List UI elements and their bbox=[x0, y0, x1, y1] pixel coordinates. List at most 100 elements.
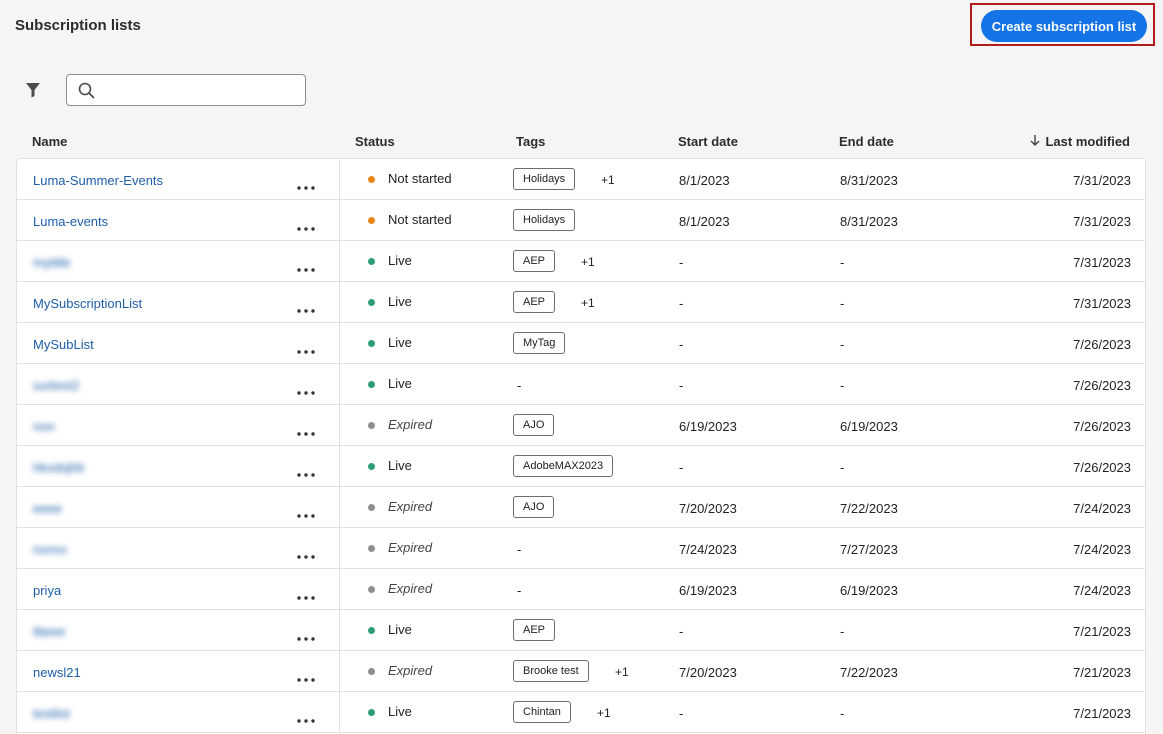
status-text: Live bbox=[388, 704, 412, 719]
column-header[interactable]: Name bbox=[32, 134, 68, 149]
end-date: 7/22/2023 bbox=[840, 665, 898, 680]
more-actions[interactable] bbox=[297, 178, 315, 193]
column-header[interactable]: Start date bbox=[678, 134, 738, 149]
end-date: 8/31/2023 bbox=[840, 173, 898, 188]
status-text: Not started bbox=[388, 212, 452, 227]
more-actions[interactable] bbox=[297, 342, 315, 357]
tag-chip: Chintan bbox=[513, 701, 571, 723]
status-text: Live bbox=[388, 294, 412, 309]
more-actions[interactable] bbox=[297, 424, 315, 439]
column-divider bbox=[339, 323, 340, 363]
column-divider bbox=[339, 159, 340, 199]
end-date: 6/19/2023 bbox=[840, 419, 898, 434]
table-row[interactable]: eeee Expired AJO 7/20/2023 7/22/2023 7/24/202… bbox=[17, 487, 1145, 528]
more-actions[interactable] bbox=[297, 301, 315, 316]
start-date: - bbox=[679, 706, 684, 721]
more-actions[interactable] bbox=[297, 219, 315, 234]
end-date: - bbox=[840, 706, 845, 721]
table-row[interactable]: hkvdsjhb Live AdobeMAX2023 - - 7/26/2023 bbox=[17, 446, 1145, 487]
table-row[interactable]: priya Expired - 6/19/2023 6/19/2023 7/24/2023 bbox=[17, 569, 1145, 610]
table-row[interactable]: mytitle Live AEP +1 - - 7/31/2023 bbox=[17, 241, 1145, 282]
tag-chip: Holidays bbox=[513, 209, 576, 231]
last-modified: 7/21/2023 bbox=[1073, 665, 1131, 680]
table-row[interactable]: MySubList Live MyTag - - 7/26/2023 bbox=[17, 323, 1145, 364]
list-name-link[interactable]: testlist bbox=[33, 706, 70, 721]
list-name-link[interactable]: MySubscriptionList bbox=[33, 296, 143, 311]
start-date: 8/1/2023 bbox=[679, 173, 730, 188]
filter-icon[interactable] bbox=[25, 82, 41, 98]
table-row[interactable]: nnn Expired AJO 6/19/2023 6/19/2023 7/26/2023 bbox=[17, 405, 1145, 446]
start-date: - bbox=[679, 460, 684, 475]
page-title: Subscription lists bbox=[15, 17, 141, 34]
status-dot bbox=[368, 381, 375, 388]
table-row[interactable]: ttteee Live AEP - - 7/21/2023 bbox=[17, 610, 1145, 651]
column-header[interactable]: Last modified bbox=[1045, 134, 1130, 149]
column-divider bbox=[339, 200, 340, 240]
list-name-link[interactable]: priya bbox=[33, 583, 62, 598]
end-date: - bbox=[840, 337, 845, 352]
start-date: - bbox=[679, 337, 684, 352]
more-actions[interactable] bbox=[297, 547, 315, 562]
list-name-link[interactable]: Luma-Summer-Events bbox=[33, 173, 164, 188]
column-header[interactable]: Tags bbox=[516, 134, 546, 149]
table-row[interactable]: testlist Live Chintan +1 - - 7/21/2023 bbox=[17, 692, 1145, 733]
more-actions[interactable] bbox=[297, 711, 315, 726]
list-name-link[interactable]: hkvdsjhb bbox=[33, 460, 85, 475]
last-modified: 7/26/2023 bbox=[1073, 460, 1131, 475]
tags-empty: - bbox=[517, 583, 522, 598]
more-actions[interactable] bbox=[297, 465, 315, 480]
list-name-link[interactable]: Luma-events bbox=[33, 214, 109, 229]
table-row[interactable]: Luma-events Not started Holidays 8/1/2023 8/… bbox=[17, 200, 1145, 241]
column-header[interactable]: Status bbox=[355, 134, 395, 149]
last-modified: 7/26/2023 bbox=[1073, 337, 1131, 352]
last-modified: 7/31/2023 bbox=[1073, 255, 1131, 270]
column-divider bbox=[339, 241, 340, 281]
list-name-link[interactable]: newsl21 bbox=[33, 665, 81, 680]
status-dot bbox=[368, 709, 375, 716]
start-date: - bbox=[679, 624, 684, 639]
status-text: Live bbox=[388, 622, 412, 637]
create-button[interactable]: Create subscription list bbox=[981, 10, 1147, 42]
start-date: 6/19/2023 bbox=[679, 419, 737, 434]
table-row[interactable]: Luma-Summer-Events Not started Holidays +1 8… bbox=[17, 159, 1145, 200]
more-actions[interactable] bbox=[297, 670, 315, 685]
more-actions[interactable] bbox=[297, 383, 315, 398]
search-field[interactable] bbox=[66, 74, 306, 106]
last-modified: 7/31/2023 bbox=[1073, 296, 1131, 311]
status-text: Expired bbox=[388, 581, 433, 596]
start-date: 7/20/2023 bbox=[679, 665, 737, 680]
table-row[interactable]: nvnvv Expired - 7/24/2023 7/27/2023 7/24/2023 bbox=[17, 528, 1145, 569]
table-row[interactable]: surtest2 Live - - - 7/26/2023 bbox=[17, 364, 1145, 405]
tag-chip: AJO bbox=[513, 414, 555, 436]
end-date: - bbox=[840, 378, 845, 393]
column-header[interactable]: End date bbox=[839, 134, 894, 149]
tags-more: +1 bbox=[581, 296, 595, 310]
list-name-link[interactable]: MySubList bbox=[33, 337, 94, 352]
list-name-link[interactable]: nvnvv bbox=[33, 542, 67, 557]
more-actions[interactable] bbox=[297, 260, 315, 275]
last-modified: 7/21/2023 bbox=[1073, 706, 1131, 721]
status-text: Live bbox=[388, 253, 412, 268]
more-actions[interactable] bbox=[297, 506, 315, 521]
start-date: - bbox=[679, 296, 684, 311]
end-date: 6/19/2023 bbox=[840, 583, 898, 598]
list-name-link[interactable]: ttteee bbox=[33, 624, 66, 639]
list-name-link[interactable]: nnn bbox=[33, 419, 55, 434]
list-name-link[interactable]: mytitle bbox=[33, 255, 71, 270]
last-modified: 7/24/2023 bbox=[1073, 501, 1131, 516]
status-dot bbox=[368, 422, 375, 429]
status-dot bbox=[368, 668, 375, 675]
column-divider bbox=[339, 610, 340, 650]
list-name-link[interactable]: surtest2 bbox=[33, 378, 80, 393]
more-actions[interactable] bbox=[297, 629, 315, 644]
end-date: - bbox=[840, 624, 845, 639]
end-date: - bbox=[840, 460, 845, 475]
highlight-box bbox=[970, 3, 1155, 46]
table-row[interactable]: MySubscriptionList Live AEP +1 - - 7/31/2023 bbox=[17, 282, 1145, 323]
table-row[interactable]: newsl21 Expired Brooke test +1 7/20/2023 7/22… bbox=[17, 651, 1145, 692]
column-divider bbox=[339, 487, 340, 527]
status-dot bbox=[368, 463, 375, 470]
list-name-link[interactable]: eeee bbox=[33, 501, 62, 516]
more-actions[interactable] bbox=[297, 588, 315, 603]
